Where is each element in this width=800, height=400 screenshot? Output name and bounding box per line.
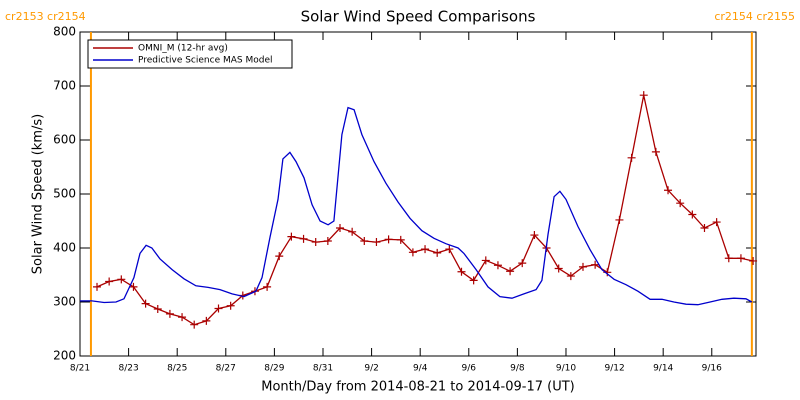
x-tick-label: 9/10	[556, 364, 576, 374]
data-marker	[263, 282, 272, 291]
data-marker	[700, 224, 709, 233]
data-marker	[566, 272, 575, 281]
x-tick-label: 9/16	[702, 364, 722, 374]
x-tick-label: 9/14	[653, 364, 673, 374]
data-marker	[724, 254, 733, 263]
data-marker	[615, 215, 624, 224]
chart-title: Solar Wind Speed Comparisons	[301, 8, 536, 26]
x-tick-label: 8/29	[264, 364, 284, 374]
annotation-label: cr2154 cr2155	[714, 10, 795, 23]
x-tick-label: 9/12	[604, 364, 624, 374]
data-marker	[93, 282, 102, 291]
y-tick-label: 300	[53, 295, 76, 309]
data-marker	[396, 235, 405, 244]
data-marker	[311, 238, 320, 247]
y-tick-label: 200	[53, 349, 76, 363]
y-tick-label: 500	[53, 187, 76, 201]
data-marker	[493, 261, 502, 270]
data-marker	[275, 252, 284, 261]
data-marker	[506, 267, 515, 276]
data-marker	[591, 260, 600, 269]
data-marker	[178, 313, 187, 322]
data-marker	[372, 238, 381, 247]
y-tick-label: 400	[53, 241, 76, 255]
x-tick-label: 8/25	[167, 364, 187, 374]
data-marker	[664, 186, 673, 195]
data-marker	[688, 210, 697, 219]
legend-label: Predictive Science MAS Model	[138, 56, 273, 66]
data-marker	[736, 254, 745, 263]
x-tick-label: 9/4	[413, 364, 428, 374]
data-marker	[421, 245, 430, 254]
annotation-label: cr2153 cr2154	[5, 10, 86, 23]
data-marker	[578, 262, 587, 271]
data-marker	[384, 235, 393, 244]
data-marker	[651, 147, 660, 156]
y-tick-label: 800	[53, 25, 76, 39]
data-marker	[105, 277, 114, 286]
data-marker	[749, 256, 758, 265]
data-marker	[323, 236, 332, 245]
data-marker	[445, 245, 454, 254]
x-tick-label: 9/6	[462, 364, 477, 374]
x-tick-label: 8/23	[118, 364, 138, 374]
data-marker	[336, 224, 344, 233]
data-marker	[554, 264, 563, 273]
data-marker	[348, 227, 357, 236]
y-tick-label: 700	[53, 79, 76, 93]
data-marker	[202, 316, 211, 325]
x-tick-label: 8/27	[216, 364, 236, 374]
data-marker	[457, 267, 466, 276]
plot-frame	[79, 31, 757, 357]
data-marker	[712, 218, 721, 227]
x-tick-label: 9/8	[510, 364, 525, 374]
legend-label: OMNI_M (12-hr avg)	[138, 44, 228, 54]
data-marker	[141, 299, 150, 308]
data-marker	[469, 276, 478, 285]
data-marker	[433, 248, 442, 257]
data-marker	[360, 236, 369, 245]
y-axis-label: Solar Wind Speed (km/s)	[31, 114, 46, 274]
data-marker	[627, 153, 636, 162]
data-marker	[408, 248, 417, 257]
data-marker	[287, 232, 296, 241]
data-marker	[676, 199, 685, 208]
x-axis-label: Month/Day from 2014-08-21 to 2014-09-17 …	[261, 380, 574, 395]
y-tick-label: 600	[53, 133, 76, 147]
data-marker	[214, 304, 223, 313]
data-marker	[299, 234, 308, 243]
data-marker	[481, 256, 490, 265]
data-marker	[190, 320, 199, 329]
x-tick-label: 8/31	[313, 364, 333, 374]
data-marker	[153, 305, 162, 314]
legend-box	[87, 39, 293, 69]
data-marker	[129, 282, 138, 291]
x-tick-label: 8/21	[70, 364, 90, 374]
x-tick-label: 9/2	[364, 364, 378, 374]
series-line	[80, 106, 753, 306]
data-marker	[639, 91, 648, 100]
data-marker	[226, 301, 235, 310]
data-marker	[530, 231, 539, 240]
data-marker	[518, 259, 527, 268]
data-marker	[165, 309, 174, 318]
data-marker	[117, 275, 126, 284]
